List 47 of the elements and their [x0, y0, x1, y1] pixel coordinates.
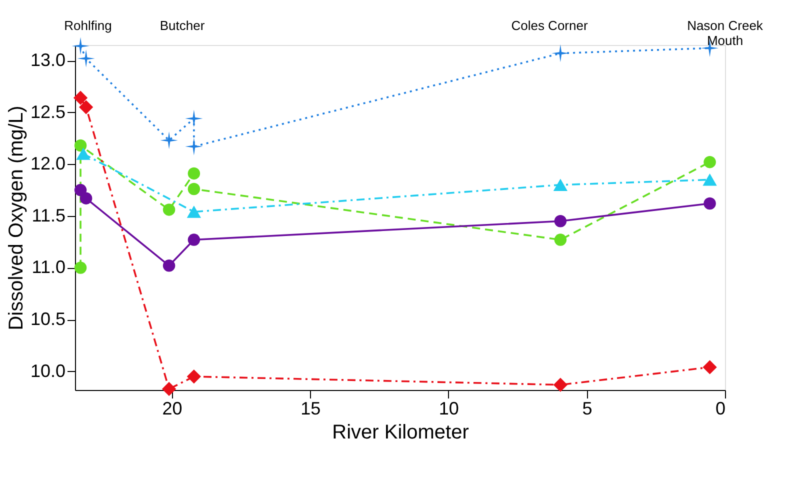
- point: [552, 44, 570, 62]
- point: [554, 234, 567, 246]
- y-tick-label: 10.0: [30, 360, 66, 381]
- point: [553, 178, 568, 191]
- point: [186, 206, 202, 218]
- x-tick-label: 15: [300, 398, 321, 418]
- y-tick-label: 12.0: [30, 154, 66, 174]
- point: [76, 148, 90, 160]
- point: [80, 192, 92, 204]
- point: [188, 182, 200, 196]
- point: [188, 234, 200, 246]
- x-axis-title: River Kilometer: [332, 422, 470, 444]
- point: [74, 262, 87, 274]
- annotation: Nason Creek Mouth: [687, 18, 764, 48]
- point: [185, 110, 203, 128]
- text: Rohlfing: [64, 18, 112, 33]
- y-axis-title: Dissolved Oxygen (mg/L): [5, 106, 28, 330]
- x-tick-label: 20: [162, 398, 182, 418]
- point: [702, 360, 717, 374]
- point: [77, 50, 95, 68]
- point: [74, 139, 87, 152]
- point: [160, 131, 178, 150]
- point: [186, 369, 202, 384]
- y-tick-label: 11.0: [32, 257, 66, 278]
- y-tick-label: 12.5: [30, 102, 66, 122]
- point: [162, 260, 176, 272]
- point: [162, 204, 176, 216]
- point: [74, 184, 87, 196]
- point: [554, 215, 567, 228]
- x-tick-label: 5: [582, 398, 592, 418]
- text: Coles Corner: [511, 18, 588, 33]
- point: [704, 197, 716, 210]
- point: [553, 378, 568, 392]
- y-tick-label: 13.0: [30, 50, 66, 70]
- point: [185, 138, 203, 156]
- point: [73, 90, 88, 105]
- point: [78, 100, 94, 114]
- x-tick-label: 0: [715, 398, 726, 418]
- point: [162, 382, 176, 396]
- point: [188, 167, 200, 180]
- text: Butcher: [160, 18, 206, 33]
- point: [704, 156, 716, 168]
- y-tick-label: 11.5: [32, 205, 66, 226]
- x-tick-label: 10: [438, 398, 459, 418]
- point: [72, 37, 90, 55]
- y-tick-label: 10.5: [30, 309, 66, 330]
- point: [702, 174, 717, 186]
